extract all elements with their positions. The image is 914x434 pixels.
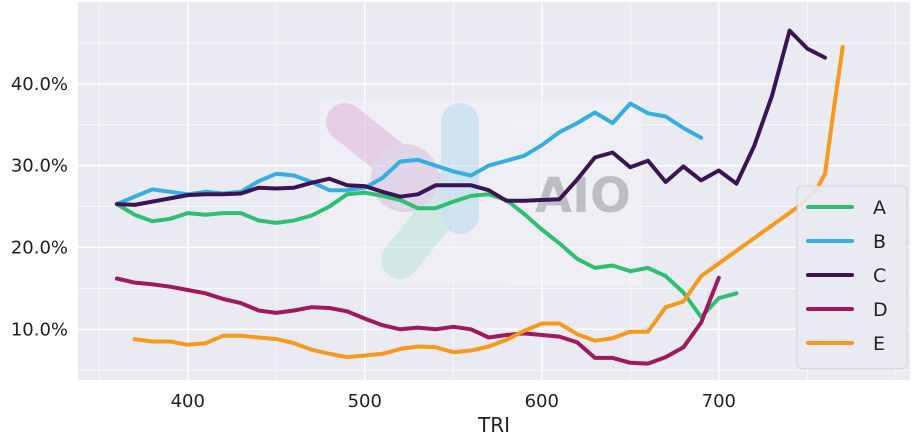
y-tick-label: 10.0% <box>11 319 68 340</box>
series-line-c <box>114 28 827 207</box>
legend-box <box>796 185 908 370</box>
y-tick-label: 30.0% <box>11 156 68 177</box>
x-tick-label: 500 <box>348 391 382 412</box>
x-axis-label: TRI <box>477 413 510 434</box>
x-tick-label: 700 <box>702 391 736 412</box>
series-lines <box>114 28 845 366</box>
x-tick-label: 400 <box>171 391 205 412</box>
legend-label-b: B <box>873 231 886 253</box>
series-line-d <box>114 275 721 366</box>
legend-label-d: D <box>873 299 888 321</box>
y-tick-label: 40.0% <box>11 74 68 95</box>
y-ticks: 10.0% 20.0% 30.0% 40.0% <box>11 74 68 340</box>
legend-label-c: C <box>873 265 886 287</box>
watermark-text: AIO <box>535 168 631 224</box>
series-line-e <box>132 45 845 360</box>
legend-label-e: E <box>873 333 885 355</box>
series-line-a <box>114 190 739 319</box>
x-tick-label: 600 <box>525 391 559 412</box>
x-ticks: 400 500 600 700 <box>171 391 736 412</box>
y-tick-label: 20.0% <box>11 237 68 258</box>
legend-label-a: A <box>873 197 886 219</box>
